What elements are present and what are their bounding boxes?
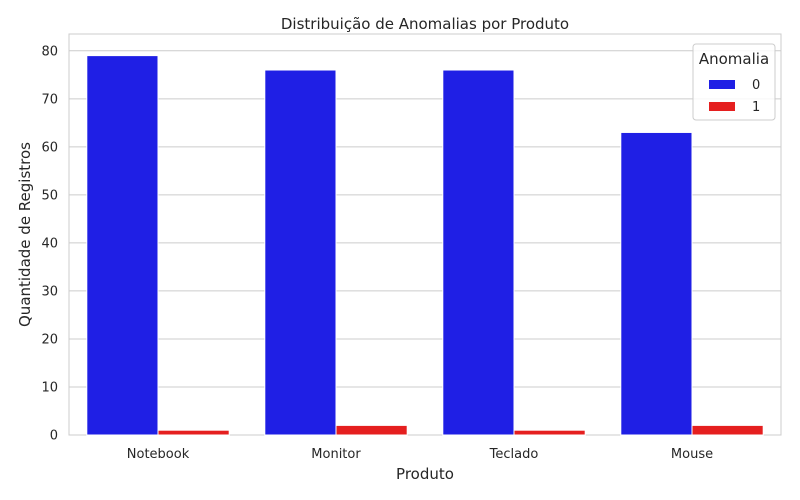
legend-label-1: 1 <box>752 100 760 115</box>
bar-mouse-anomalia-0 <box>620 131 693 436</box>
x-tick-labels: Notebook Monitor Teclado Mouse <box>127 447 713 462</box>
legend-swatch-1 <box>709 102 735 111</box>
y-tick-label: 20 <box>41 332 58 347</box>
bars <box>86 55 764 436</box>
y-gridlines <box>69 50 781 436</box>
legend-title: Anomalia <box>699 50 769 68</box>
bar-notebook-anomalia-1 <box>157 429 230 436</box>
y-tick-label: 70 <box>41 92 58 107</box>
y-axis-label: Quantidade de Registros <box>16 142 34 327</box>
bar-mouse-anomalia-1 <box>691 424 764 436</box>
y-tick-label: 10 <box>41 380 58 395</box>
plot-frame <box>68 33 782 436</box>
y-tick-label: 60 <box>41 140 58 155</box>
legend: Anomalia 0 1 <box>692 43 776 121</box>
legend-swatch-0 <box>709 80 735 89</box>
bar-monitor-anomalia-1 <box>335 424 408 436</box>
y-tick-label: 0 <box>50 429 58 444</box>
bar-teclado-anomalia-1 <box>513 429 586 436</box>
x-axis-label: Produto <box>396 465 454 483</box>
bar-teclado-anomalia-0 <box>442 69 515 436</box>
y-tick-label: 80 <box>41 44 58 59</box>
y-tick-label: 30 <box>41 284 58 299</box>
x-tick-label: Mouse <box>671 447 713 462</box>
y-tick-label: 40 <box>41 236 58 251</box>
bar-notebook-anomalia-0 <box>86 55 159 436</box>
y-tick-label: 50 <box>41 188 58 203</box>
chart-title: Distribuição de Anomalias por Produto <box>281 15 569 33</box>
y-tick-labels: 0 10 20 30 40 50 60 70 80 <box>41 44 58 443</box>
x-tick-label: Monitor <box>311 447 361 462</box>
legend-label-0: 0 <box>752 78 760 93</box>
bar-monitor-anomalia-0 <box>264 69 337 436</box>
x-tick-label: Notebook <box>127 447 190 462</box>
x-tick-label: Teclado <box>489 447 539 462</box>
